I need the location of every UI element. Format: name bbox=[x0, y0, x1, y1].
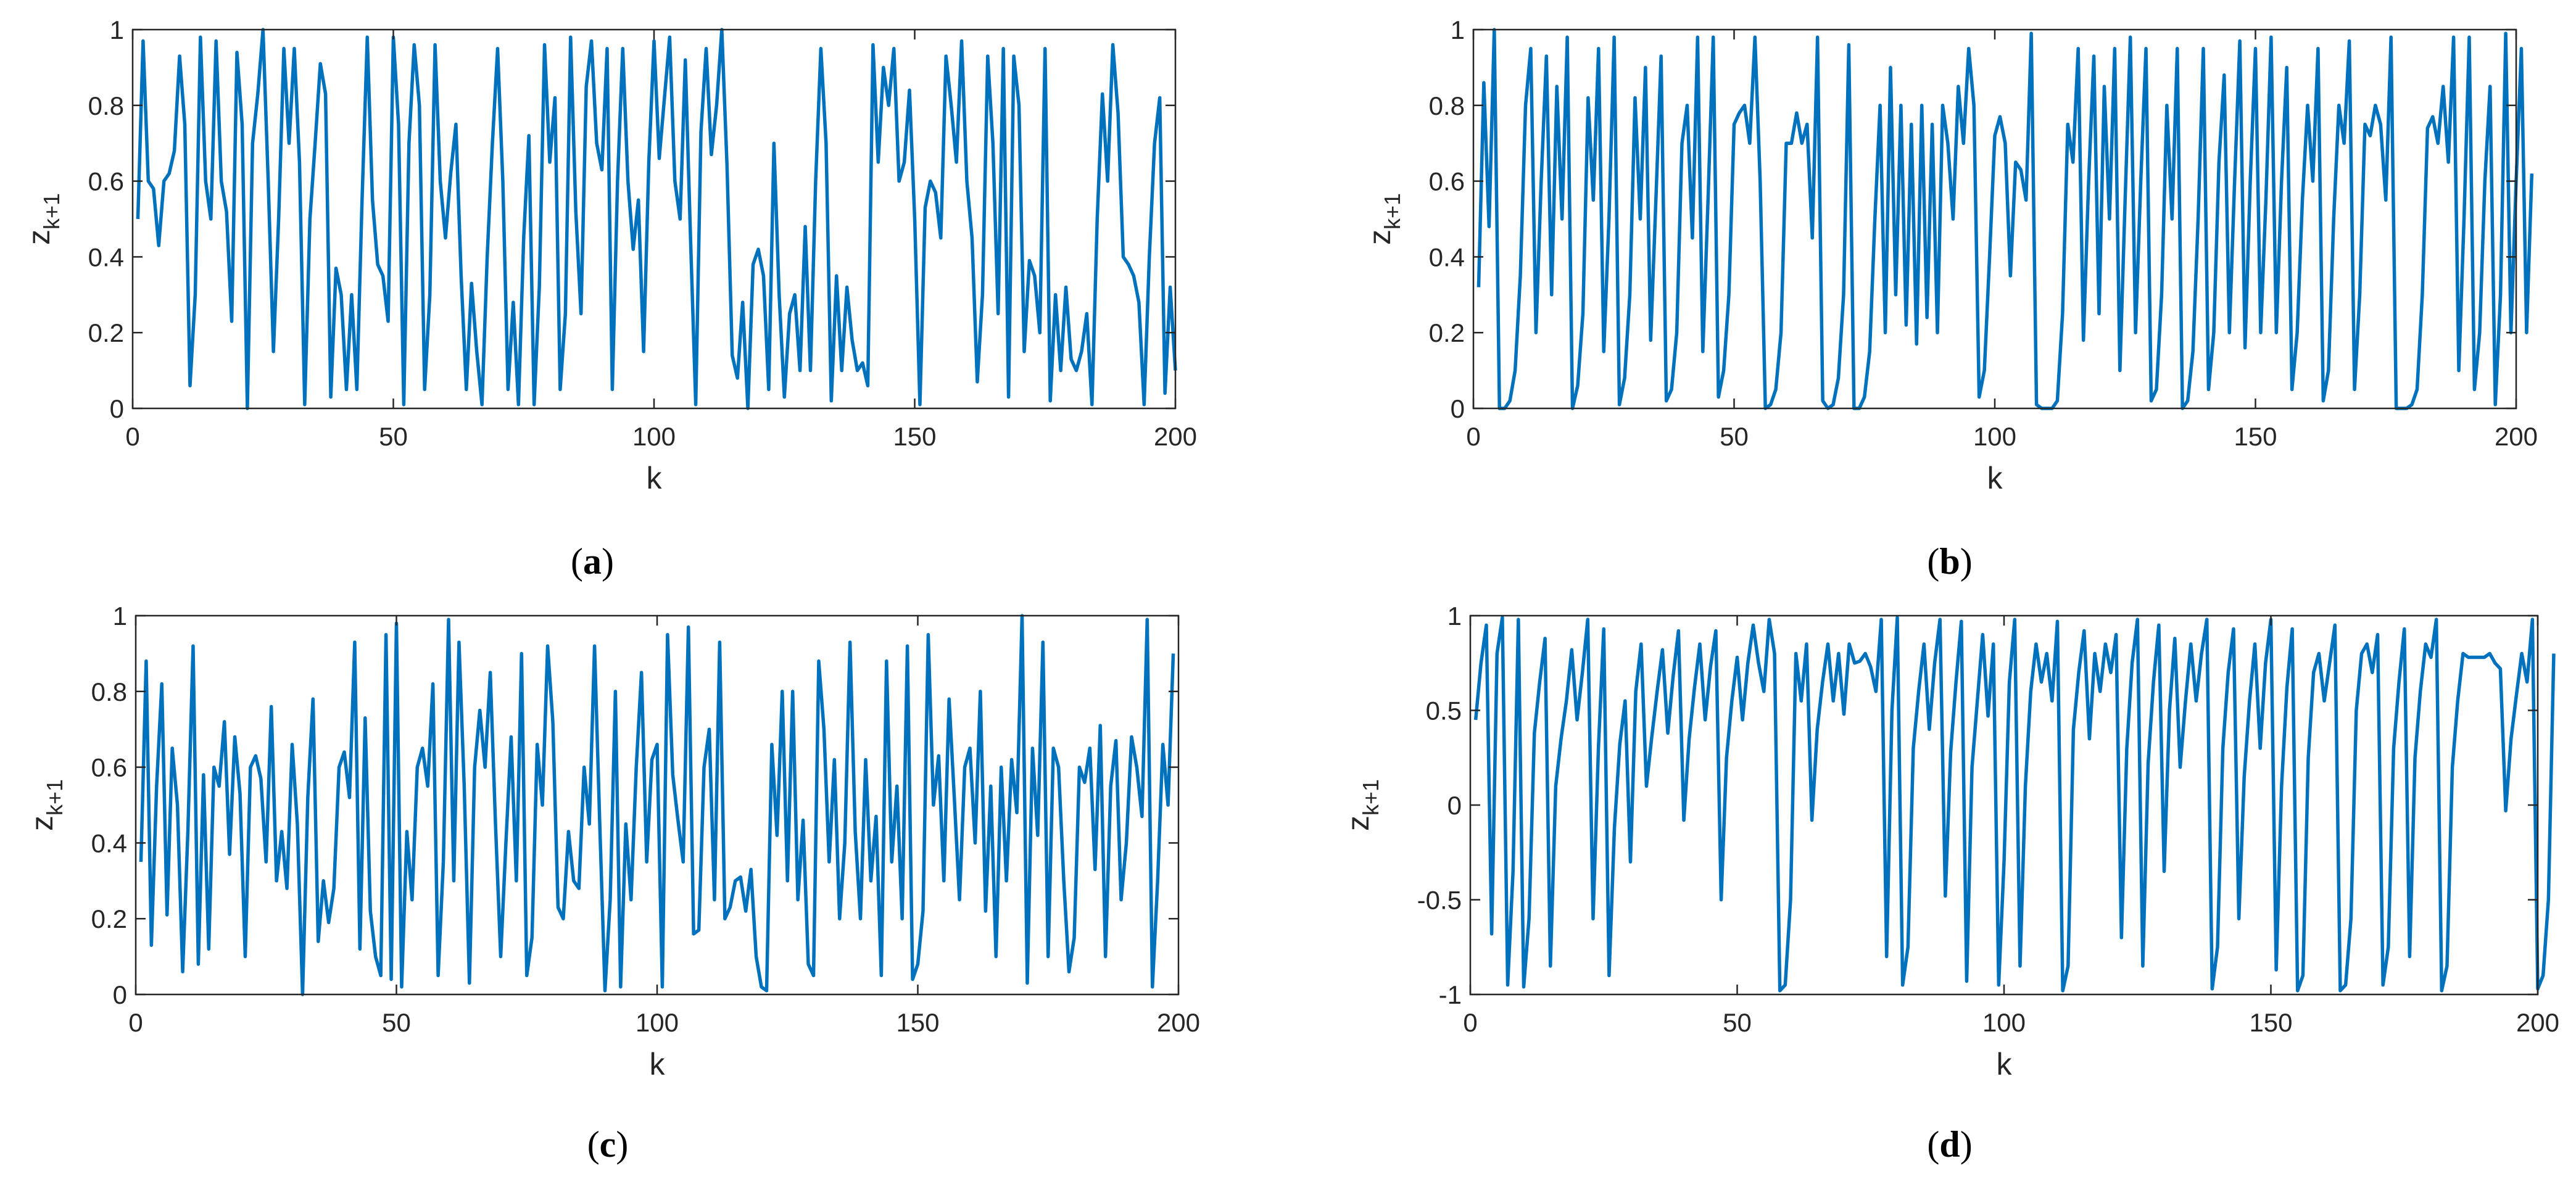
chart-panel-b: 0 50 100 150 200 0 0.2 0.4 0.6 0.8 1 k zk+1 (b) bbox=[1362, 15, 2538, 582]
y-axis-label-base: z bbox=[1341, 816, 1375, 831]
y-tick-label: 0.4 bbox=[88, 242, 124, 271]
x-axis-label: k bbox=[647, 461, 663, 495]
panel-label-letter: b bbox=[1939, 541, 1960, 582]
y-axis-label: zk+1 bbox=[1341, 779, 1383, 831]
axes-box bbox=[1472, 28, 2517, 410]
y-tick-label: 0.2 bbox=[91, 904, 127, 933]
y-tick-label: -0.5 bbox=[1417, 886, 1462, 915]
y-axis-label-base: z bbox=[22, 229, 56, 245]
y-tick-label: 0.6 bbox=[88, 167, 124, 196]
x-tick-label: 150 bbox=[2234, 422, 2277, 451]
axes-box bbox=[131, 28, 1177, 410]
y-tick-label: -1 bbox=[1439, 980, 1462, 1009]
y-axis-label-subscript: k+1 bbox=[1380, 193, 1405, 229]
series-line bbox=[1476, 28, 2534, 410]
y-axis-label: zk+1 bbox=[25, 779, 67, 831]
y-tick-label: 0.2 bbox=[88, 318, 124, 347]
panel-label-letter: a bbox=[583, 541, 602, 582]
y-tick-label: 0 bbox=[1447, 791, 1462, 820]
y-tick-label: 0.2 bbox=[1429, 318, 1465, 347]
x-tick-label: 0 bbox=[125, 422, 139, 451]
series-line bbox=[1473, 616, 2556, 993]
y-tick-label: 0.8 bbox=[1429, 91, 1465, 120]
x-axis-label: k bbox=[1987, 461, 2003, 495]
x-tick-label: 50 bbox=[379, 422, 408, 451]
y-axis-label-subscript: k+1 bbox=[42, 779, 67, 816]
y-axis-label-base: z bbox=[1362, 229, 1397, 245]
x-tick-label: 150 bbox=[893, 422, 936, 451]
y-axis-label: zk+1 bbox=[1362, 193, 1405, 245]
x-tick-label: 0 bbox=[1463, 1008, 1477, 1037]
panel-label-letter: c bbox=[600, 1124, 616, 1165]
x-tick-label: 200 bbox=[2516, 1008, 2559, 1037]
panel-label-letter: d bbox=[1939, 1124, 1960, 1165]
x-tick-label: 50 bbox=[1720, 422, 1749, 451]
panel-label: (b) bbox=[1927, 541, 1972, 582]
panel-label: (d) bbox=[1927, 1124, 1972, 1165]
x-tick-label: 200 bbox=[1154, 422, 1197, 451]
y-tick-label: 0 bbox=[1451, 394, 1465, 423]
y-axis-label: zk+1 bbox=[22, 193, 64, 245]
x-tick-label: 100 bbox=[1973, 422, 2016, 451]
chart-panel-a: 0 50 100 150 200 0 0.2 0.4 0.6 0.8 1 k zk+1 (a) bbox=[22, 15, 1197, 582]
y-tick-label: 0.6 bbox=[91, 753, 127, 782]
y-tick-label: 0.6 bbox=[1429, 167, 1465, 196]
chart-panel-c: 0 50 100 150 200 0 0.2 0.4 0.6 0.8 1 k zk+1 (c) bbox=[25, 601, 1200, 1165]
x-tick-label: 200 bbox=[1157, 1008, 1200, 1037]
x-tick-label: 0 bbox=[1466, 422, 1480, 451]
y-tick-label: 0.8 bbox=[88, 91, 124, 120]
y-tick-label: 0 bbox=[113, 980, 127, 1009]
x-tick-label: 150 bbox=[2249, 1008, 2292, 1037]
series-line bbox=[139, 614, 1175, 996]
x-tick-label: 100 bbox=[1982, 1008, 2026, 1037]
y-tick-label: 1 bbox=[110, 15, 124, 44]
x-tick-label: 0 bbox=[128, 1008, 143, 1037]
y-axis-label-subscript: k+1 bbox=[1358, 779, 1383, 816]
y-tick-label: 0.8 bbox=[91, 677, 127, 706]
x-tick-label: 100 bbox=[632, 422, 676, 451]
x-axis-label: k bbox=[1997, 1047, 2013, 1081]
x-tick-label: 150 bbox=[896, 1008, 939, 1037]
chart-panel-d: 0 50 100 150 200 -1 -0.5 0 0.5 1 k zk+1 (d) bbox=[1341, 601, 2559, 1165]
x-tick-label: 50 bbox=[382, 1008, 411, 1037]
x-tick-label: 50 bbox=[1723, 1008, 1752, 1037]
panel-label: (c) bbox=[587, 1124, 629, 1165]
series-line bbox=[136, 28, 1177, 410]
y-tick-label: 0.4 bbox=[1429, 242, 1465, 271]
y-tick-label: 0 bbox=[110, 394, 124, 423]
y-tick-label: 1 bbox=[1451, 15, 1465, 44]
panel-label: (a) bbox=[571, 541, 614, 582]
y-axis-label-base: z bbox=[25, 816, 59, 831]
y-axis-label-subscript: k+1 bbox=[39, 193, 64, 229]
y-tick-label: 1 bbox=[113, 601, 127, 630]
x-axis-label: k bbox=[650, 1047, 666, 1081]
y-tick-label: 1 bbox=[1447, 601, 1462, 630]
y-tick-label: 0.5 bbox=[1426, 696, 1462, 725]
x-tick-label: 200 bbox=[2495, 422, 2538, 451]
y-tick-label: 0.4 bbox=[91, 829, 127, 858]
x-tick-label: 100 bbox=[636, 1008, 679, 1037]
